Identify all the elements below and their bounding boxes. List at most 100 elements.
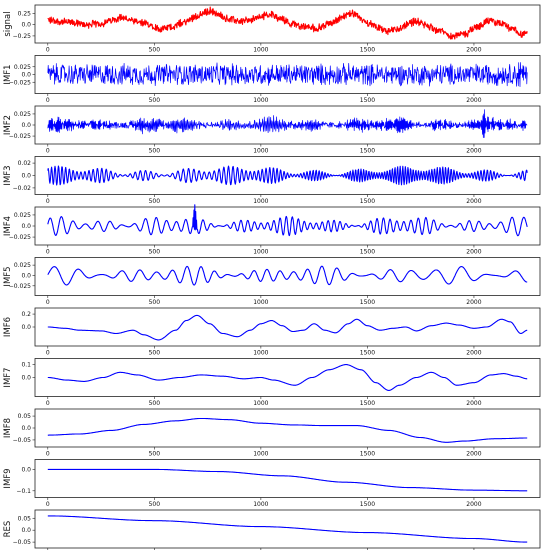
x-tick-label: 2000: [466, 451, 481, 458]
axes-frame: [34, 358, 541, 397]
x-tick-label: 0: [46, 148, 50, 155]
y-tick-label: 0.05: [18, 413, 32, 420]
x-tick-label: 1000: [253, 249, 268, 256]
panel-imf8: IMF8 0.05 0.0 −0.05 0 500 1000 1500 2000: [3, 408, 541, 458]
x-tick-label: 1000: [253, 148, 268, 155]
x-tick-label: 500: [149, 400, 161, 407]
series-line-imf7: [47, 364, 528, 391]
x-tick-label: 1500: [360, 198, 375, 205]
y-tick-label: −0.05: [13, 437, 32, 444]
x-tick-label: 0: [46, 350, 50, 357]
x-tick-label: 0: [46, 501, 50, 508]
x-tick-label: 500: [149, 350, 161, 357]
x-tick-label: 1500: [360, 350, 375, 357]
axes-frame: [34, 459, 541, 498]
series-line-imf1: [47, 62, 528, 87]
y-tick-label: −0.025: [9, 283, 31, 290]
series-line-res: [47, 515, 528, 543]
y-axis-label: IMF2: [3, 115, 13, 135]
axes-frame: [34, 156, 541, 195]
x-tick-label: 1500: [360, 97, 375, 104]
series-line-imf9: [47, 468, 528, 492]
x-tick-label: 1000: [253, 97, 268, 104]
y-tick-label: −0.02: [13, 185, 32, 192]
x-tick-label: 2000: [466, 350, 481, 357]
series-line-imf6: [47, 314, 528, 341]
y-axis-label: IMF5: [3, 266, 13, 286]
x-tick-label: 1500: [360, 501, 375, 508]
x-tick-label: 1000: [253, 299, 268, 306]
x-tick-label: 2000: [466, 47, 481, 54]
y-axis-label: IMF3: [3, 165, 13, 185]
axes-frame: [34, 509, 541, 549]
x-tick-label: 500: [149, 249, 161, 256]
x-tick-label: 500: [149, 198, 161, 205]
y-tick-label: 0.0: [21, 527, 31, 534]
x-tick-label: 0: [46, 299, 50, 306]
y-tick-label: −0.025: [9, 133, 31, 140]
x-tick-label: 2000: [466, 501, 481, 508]
panel-imf6: IMF6 0.2 0.0 0 500 1000 1500 2000: [3, 307, 541, 357]
x-tick-label: 2000: [466, 400, 481, 407]
x-tick-label: 2000: [466, 198, 481, 205]
y-tick-label: −0.025: [9, 234, 31, 241]
y-tick-label: −0.025: [9, 79, 31, 86]
y-tick-label: 0.0: [21, 173, 31, 180]
y-axis-label: IMF8: [3, 418, 13, 438]
x-tick-label: 1000: [253, 198, 268, 205]
x-tick-label: 1000: [253, 451, 268, 458]
y-axis-label: IMF1: [3, 64, 13, 84]
y-tick-label: 0.025: [14, 262, 31, 269]
y-axis-label: IMF9: [3, 468, 13, 488]
series-line-imf3: [47, 165, 528, 186]
y-tick-label: 0.0: [21, 223, 31, 230]
x-tick-label: 0: [46, 400, 50, 407]
x-tick-label: 500: [149, 451, 161, 458]
panel-imf7: IMF7 0.1 0.0 0 500 1000 1500 2000: [3, 358, 541, 407]
series-line-imf8: [47, 417, 528, 443]
panel-signal: signal 0.25 0.0 −0.25 0 500 1000 1500 2000: [3, 4, 541, 54]
y-axis-label: IMF6: [3, 317, 13, 337]
x-tick-label: 500: [149, 299, 161, 306]
y-tick-label: 0.2: [21, 311, 31, 318]
x-tick-label: 1000: [253, 501, 268, 508]
axes-frame: [34, 257, 541, 296]
x-tick-label: 0: [46, 249, 50, 256]
y-tick-label: 0.05: [18, 515, 32, 522]
x-tick-label: 0: [46, 47, 50, 54]
y-tick-label: 0.1: [21, 362, 31, 369]
x-tick-label: 0: [46, 198, 50, 205]
x-tick-label: 1500: [360, 400, 375, 407]
axes-frame: [34, 4, 541, 44]
y-tick-label: 0.0: [21, 425, 31, 432]
y-tick-label: −0.25: [13, 33, 32, 40]
x-tick-label: 500: [149, 97, 161, 104]
x-tick-label: 1500: [360, 249, 375, 256]
panel-imf3: IMF3 0.02 0.0 −0.02 0 500 1000 1500 2000: [3, 156, 541, 205]
y-tick-label: 0.0: [21, 272, 31, 279]
x-tick-label: 1000: [253, 47, 268, 54]
y-axis-label: signal: [3, 11, 13, 36]
y-tick-label: −0.1: [16, 488, 31, 495]
series-line-imf5: [47, 265, 528, 286]
y-axis-label: RES: [3, 521, 13, 538]
y-tick-label: 0.0: [21, 72, 31, 79]
x-tick-label: 2000: [466, 299, 481, 306]
series-line-imf2: [47, 109, 528, 138]
x-tick-label: 1000: [253, 400, 268, 407]
x-tick-label: 0: [46, 451, 50, 458]
x-tick-label: 1500: [360, 47, 375, 54]
x-tick-label: 500: [149, 501, 161, 508]
y-tick-label: 0.025: [14, 212, 31, 219]
x-tick-label: 0: [46, 97, 50, 104]
x-tick-label: 500: [149, 47, 161, 54]
y-tick-label: 0.0: [21, 375, 31, 382]
x-tick-label: 1500: [360, 148, 375, 155]
y-tick-label: 0.025: [14, 64, 31, 71]
